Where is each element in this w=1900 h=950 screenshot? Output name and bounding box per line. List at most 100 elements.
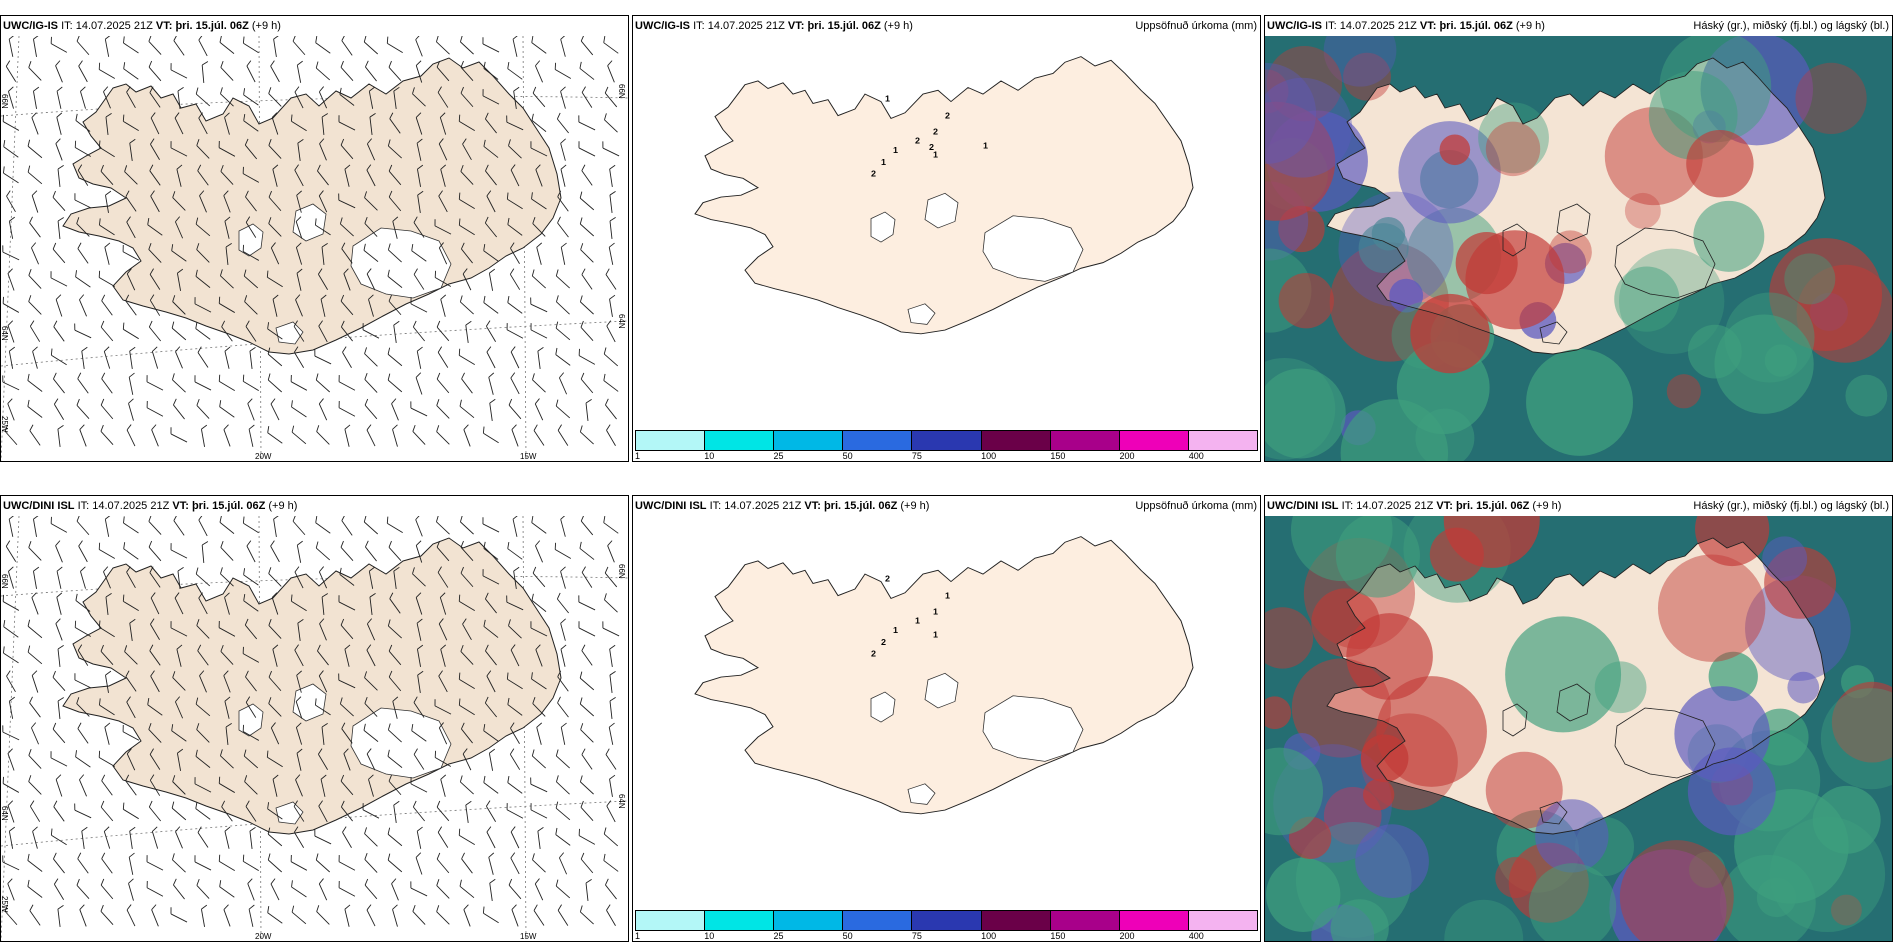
wind-barb-icon	[105, 113, 112, 135]
wind-barb-icon	[146, 880, 164, 897]
wind-barb-icon	[146, 855, 164, 871]
wind-barb-icon	[270, 398, 280, 421]
wind-barb-icon	[197, 826, 209, 848]
wind-barb-icon	[219, 880, 235, 898]
wind-barb-icon	[366, 268, 376, 291]
wind-barb-icon	[578, 115, 596, 131]
wind-barb-icon	[124, 645, 138, 665]
wind-barb-icon	[532, 566, 546, 588]
wind-map[interactable]	[1, 516, 628, 941]
wind-barb-icon	[316, 905, 330, 925]
wind-barb-icon	[416, 138, 423, 161]
wind-barb-icon	[27, 853, 43, 872]
wind-barb-icon	[149, 164, 161, 186]
wind-barb-icon	[607, 540, 615, 563]
wind-barb-icon	[291, 880, 307, 898]
cloud-blob	[1265, 77, 1353, 178]
wind-barb-icon	[247, 878, 255, 901]
wind-barb-icon	[485, 592, 497, 614]
wind-barb-icon	[340, 618, 354, 640]
wind-barb-icon	[52, 190, 66, 212]
wind-barb-icon	[194, 777, 212, 793]
wind-barb-icon	[295, 294, 303, 317]
wind-barb-icon	[366, 748, 376, 771]
wind-barb-icon	[368, 294, 374, 317]
wind-barb-icon	[536, 242, 543, 265]
lon-label: 15W	[520, 932, 537, 941]
wind-barb-icon	[609, 644, 616, 667]
wind-barb-icon	[125, 190, 137, 212]
cloud-map[interactable]	[1265, 516, 1892, 941]
wind-barb-icon	[50, 516, 68, 533]
wind-barb-icon	[3, 140, 19, 158]
wind-barb-icon	[200, 904, 208, 927]
wind-barb-icon	[488, 268, 496, 291]
wind-barb-icon	[173, 36, 185, 56]
wind-barb-icon	[530, 297, 548, 313]
wind-barb-icon	[510, 372, 520, 395]
wind-barb-icon	[122, 802, 139, 820]
wind-barb-icon	[489, 398, 496, 421]
wind-barb-icon	[580, 800, 594, 821]
lat-label: 64N	[617, 314, 626, 329]
iceland-wind-map[interactable]	[1, 36, 628, 461]
wind-barb-icon	[338, 401, 356, 417]
wind-barb-icon	[604, 86, 618, 108]
precip-amount-label: 1	[945, 591, 950, 601]
wind-barb-icon	[78, 60, 88, 83]
wind-barb-icon	[243, 88, 259, 106]
wind-barb-icon	[149, 644, 161, 666]
wind-barb-icon	[342, 826, 352, 849]
wind-barb-icon	[99, 218, 115, 236]
wind-barb-icon	[7, 800, 15, 823]
wind-barb-icon	[458, 594, 475, 611]
wind-barb-icon	[266, 270, 283, 288]
wind-barb-icon	[482, 89, 500, 105]
lon-label: 20W	[255, 452, 272, 461]
wind-barb-icon	[77, 164, 89, 186]
precip-amount-label: 2	[871, 649, 876, 659]
wind-barb-icon	[415, 112, 423, 135]
lat-label: 66N	[0, 574, 9, 589]
wind-barb-icon	[244, 618, 258, 640]
wind-barb-icon	[249, 826, 256, 849]
iceland-wind-map[interactable]	[1, 516, 628, 941]
wind-barb-icon	[340, 138, 354, 160]
wind-barb-icon	[221, 800, 233, 822]
wind-barb-icon	[362, 803, 380, 819]
cloud-map[interactable]	[1265, 36, 1892, 461]
wind-barb-icon	[387, 749, 403, 768]
legend-swatch	[981, 431, 1051, 450]
wind-barb-icon	[151, 346, 159, 369]
wind-barb-icon	[57, 217, 64, 239]
wind-barb-icon	[267, 906, 283, 924]
wind-barb-icon	[105, 190, 112, 213]
wind-barb-icon	[149, 774, 161, 796]
wind-barb-icon	[195, 567, 211, 587]
cloud-blob	[1666, 374, 1701, 409]
wind-barb-icon	[3, 620, 19, 638]
iceland-cloud-map[interactable]	[1265, 516, 1892, 941]
iceland-cloud-map[interactable]	[1265, 36, 1892, 461]
wind-barb-icon	[602, 141, 620, 157]
wind-map[interactable]	[1, 36, 628, 461]
wind-barb-icon	[79, 774, 87, 797]
precip-amount-label: 2	[929, 143, 934, 153]
wind-barb-icon	[437, 346, 449, 368]
wind-barb-icon	[243, 749, 259, 769]
wind-barb-icon	[510, 242, 520, 264]
wind-barb-icon	[270, 60, 280, 83]
precip-legend-labels: 1 10 25 50 75 100 150 200 400	[635, 451, 1258, 461]
wind-barb-icon	[220, 540, 234, 561]
wind-barb-icon	[434, 219, 452, 235]
cloud-blob	[1693, 200, 1765, 272]
wind-barb-icon	[56, 112, 63, 135]
lat-label: 66N	[617, 84, 626, 99]
lon-label: 25W	[0, 416, 9, 433]
wind-barb-icon	[27, 139, 43, 159]
wind-barb-icon	[314, 829, 332, 845]
